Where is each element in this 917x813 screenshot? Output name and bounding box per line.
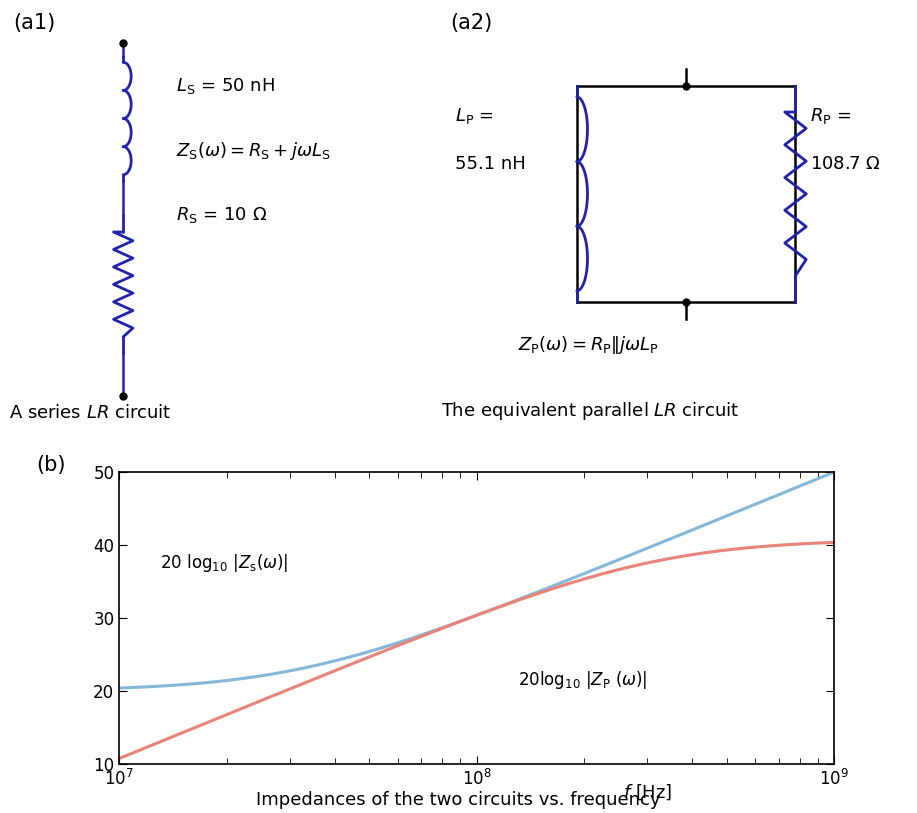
Text: $R_\mathrm{S}$ = 10 $\Omega$: $R_\mathrm{S}$ = 10 $\Omega$ bbox=[176, 206, 267, 225]
Text: $L_\mathrm{P}$ =: $L_\mathrm{P}$ = bbox=[455, 107, 494, 126]
Text: 20 log$_{10}$ |$Z_\mathrm{s}(\omega)$|: 20 log$_{10}$ |$Z_\mathrm{s}(\omega)$| bbox=[160, 552, 289, 574]
Text: 108.7 $\Omega$: 108.7 $\Omega$ bbox=[810, 154, 881, 172]
Text: Impedances of the two circuits vs. frequency: Impedances of the two circuits vs. frequ… bbox=[256, 791, 661, 809]
Text: $R_\mathrm{P}$ =: $R_\mathrm{P}$ = bbox=[810, 107, 852, 126]
Text: (b): (b) bbox=[37, 455, 66, 476]
Text: $Z_\mathrm{S}(\omega) = R_\mathrm{S} + j\omega L_\mathrm{S}$: $Z_\mathrm{S}(\omega) = R_\mathrm{S} + j… bbox=[176, 140, 331, 162]
Text: The equivalent parallel $LR$ circuit: The equivalent parallel $LR$ circuit bbox=[441, 400, 739, 422]
Text: A series $LR$ circuit: A series $LR$ circuit bbox=[9, 404, 171, 422]
Text: $Z_\mathrm{P}(\omega) = R_\mathrm{P} \| j\omega L_\mathrm{P}$: $Z_\mathrm{P}(\omega) = R_\mathrm{P} \| … bbox=[518, 333, 659, 356]
Text: 20log$_{10}$ |$Z_\mathrm{P}$ $(\omega)$|: 20log$_{10}$ |$Z_\mathrm{P}$ $(\omega)$| bbox=[517, 669, 647, 691]
Text: $L_\mathrm{S}$ = 50 nH: $L_\mathrm{S}$ = 50 nH bbox=[176, 76, 275, 96]
Text: (a2): (a2) bbox=[450, 13, 492, 33]
Text: (a1): (a1) bbox=[13, 13, 55, 33]
Text: 55.1 nH: 55.1 nH bbox=[455, 154, 526, 172]
Text: $f$ [Hz]: $f$ [Hz] bbox=[623, 782, 672, 802]
